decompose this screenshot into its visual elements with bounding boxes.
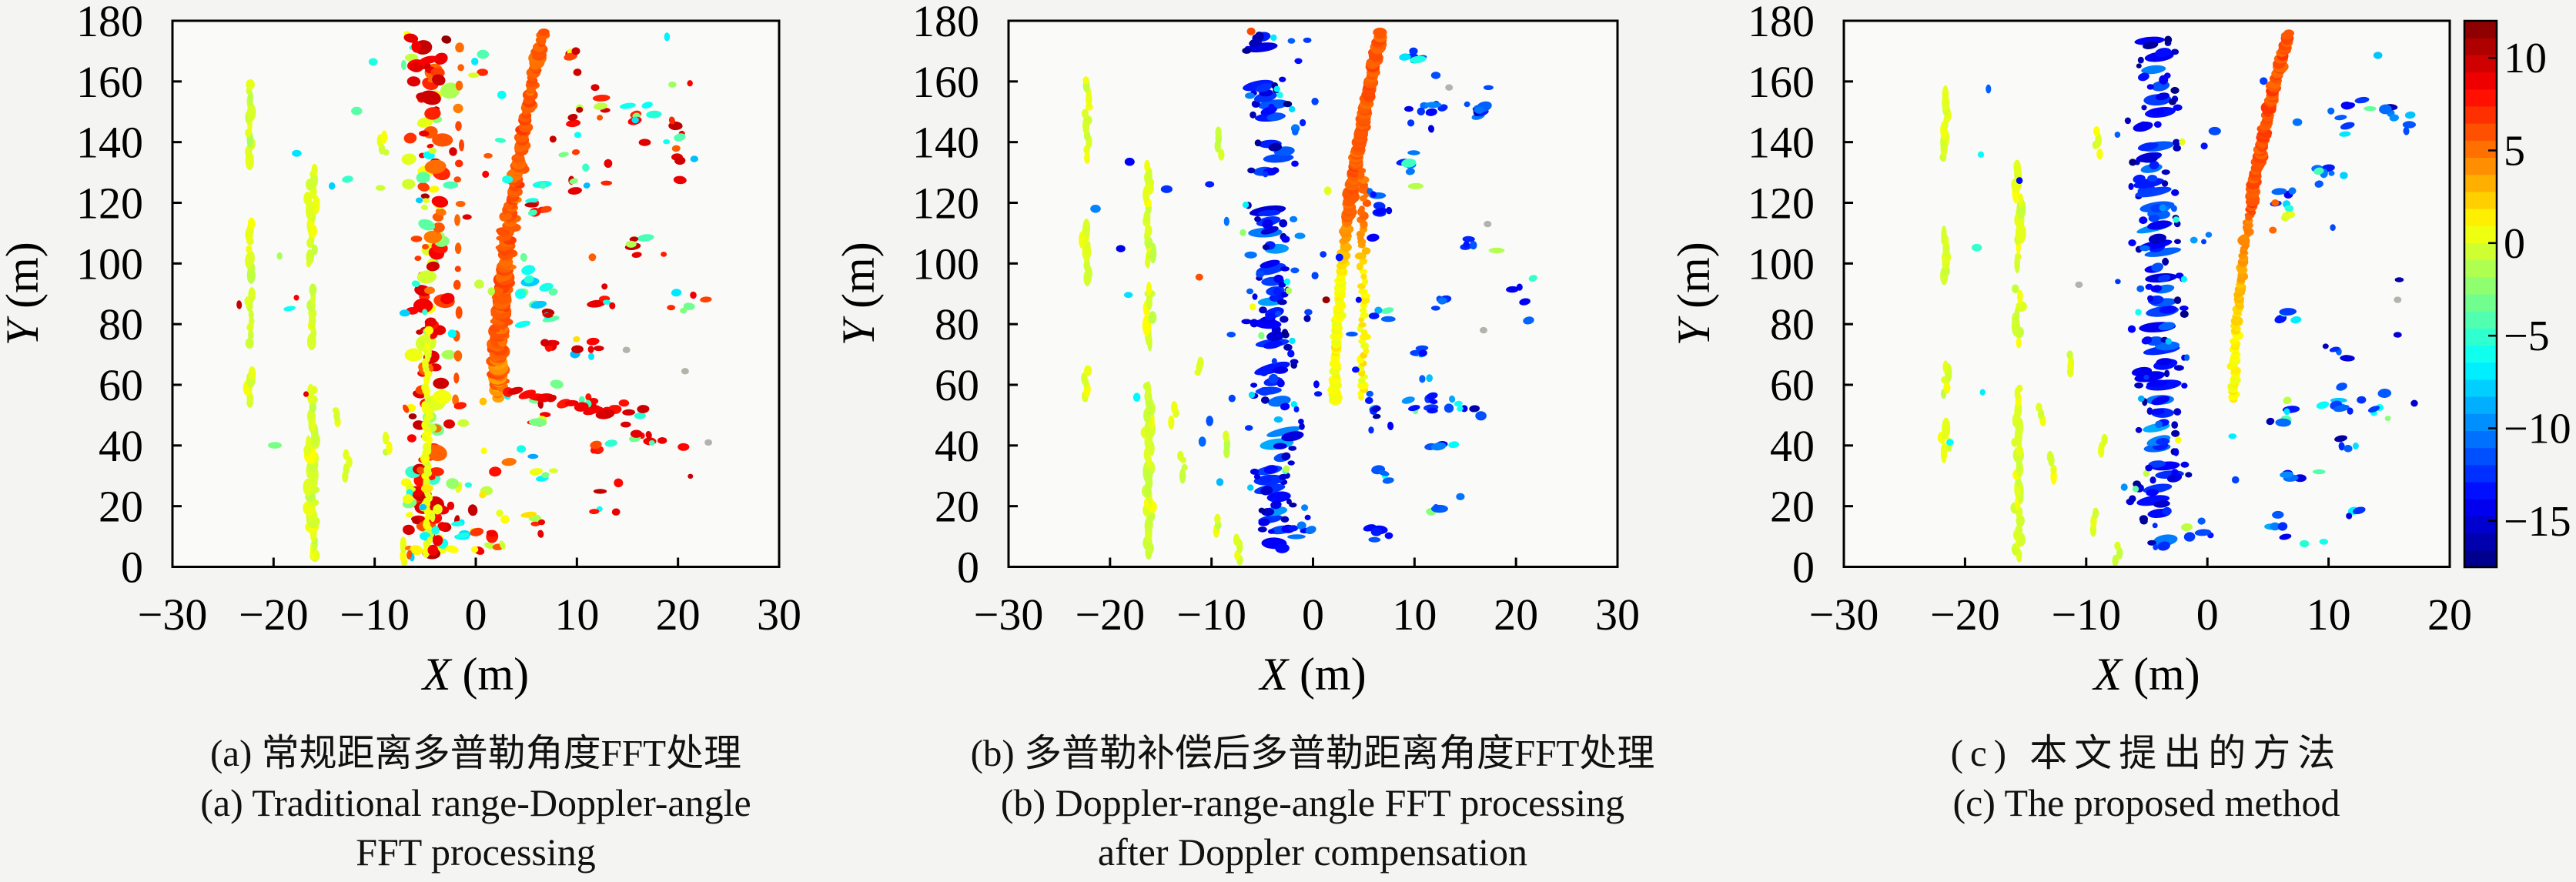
caption-b-english-2: after Doppler compensation	[1097, 830, 1528, 874]
svg-text:180: 180	[1748, 0, 1815, 46]
svg-text:30: 30	[1595, 590, 1640, 640]
caption-b-english-1: (b) Doppler-range-angle FFT processing	[1000, 781, 1625, 824]
svg-text:180: 180	[912, 0, 979, 46]
svg-text:0: 0	[957, 543, 979, 593]
svg-text:−20: −20	[1075, 590, 1145, 640]
svg-text:100: 100	[76, 239, 143, 289]
colorbar-ticks	[2488, 56, 2497, 523]
y-tick-labels: 0 20 40 60 80 100 120 140 160 180	[76, 0, 143, 593]
svg-text:20: 20	[2427, 590, 2472, 640]
x-tick-labels: −30 −20 −10 0 10 20 30	[138, 590, 801, 640]
svg-text:0: 0	[465, 590, 487, 640]
scatter-plot-c: −30 −20 −10 0 10 20 0 20 40 60 80 100 120 140 160 180 X …	[1668, 0, 2472, 700]
caption-b-chinese: (b) 多普勒补偿后多普勒距离角度FFT处理	[970, 732, 1655, 774]
svg-text:−20: −20	[239, 590, 309, 640]
svg-text:160: 160	[912, 57, 979, 107]
scatter-plot-b: −30 −20 −10 0 10 20 30 0 20 40 60 80 100 120 140 160 180…	[833, 0, 1640, 700]
y-tick-labels: 0 20 40 60 80 100 120 140 160 180	[1748, 0, 1815, 593]
caption-a: (a) 常规距离多普勒角度FFT处理 (a) Traditional range…	[99, 729, 853, 877]
svg-text:0: 0	[2504, 220, 2525, 268]
svg-text:60: 60	[935, 360, 979, 410]
points-layer	[236, 28, 713, 566]
y-tick-labels: 0 20 40 60 80 100 120 140 160 180	[912, 0, 979, 593]
svg-text:5: 5	[2504, 127, 2525, 175]
svg-text:10: 10	[2307, 590, 2351, 640]
svg-text:160: 160	[1748, 57, 1815, 107]
caption-a-english-1: (a) Traditional range-Doppler-angle	[200, 781, 751, 824]
svg-text:−10: −10	[2051, 590, 2121, 640]
svg-text:−20: −20	[1930, 590, 2000, 640]
svg-text:10: 10	[2504, 35, 2547, 82]
scatter-plot-a: −30 −20 −10 0 10 20 30 0 20 40 60 80 100 120 140 160 180…	[0, 0, 801, 700]
svg-text:80: 80	[1770, 299, 1815, 349]
svg-text:120: 120	[1748, 179, 1815, 229]
colorbar: 10 5 0 −5 −10 −15	[2463, 19, 2571, 569]
svg-text:40: 40	[935, 421, 979, 471]
x-axis-label: X (m)	[2092, 649, 2200, 700]
x-axis-label: X (m)	[1258, 649, 1366, 700]
x-axis-label: X (m)	[421, 649, 529, 700]
svg-text:30: 30	[757, 590, 801, 640]
x-tick-labels: −30 −20 −10 0 10 20	[1809, 590, 2472, 640]
svg-text:160: 160	[76, 57, 143, 107]
svg-text:−5: −5	[2504, 312, 2550, 360]
svg-text:0: 0	[2196, 590, 2219, 640]
svg-text:20: 20	[99, 482, 143, 532]
svg-text:140: 140	[76, 118, 143, 168]
svg-text:−10: −10	[1176, 590, 1246, 640]
caption-b: (b) 多普勒补偿后多普勒距离角度FFT处理 (b) Doppler-range…	[935, 729, 1690, 877]
svg-text:60: 60	[99, 360, 143, 410]
caption-c: (c) 本文提出的方法 (c) The proposed method	[1769, 729, 2524, 827]
svg-text:20: 20	[1770, 482, 1815, 532]
svg-text:140: 140	[1748, 118, 1815, 168]
svg-text:0: 0	[1792, 543, 1815, 593]
svg-text:60: 60	[1770, 360, 1815, 410]
svg-text:120: 120	[912, 179, 979, 229]
svg-text:−30: −30	[138, 590, 208, 640]
svg-text:−15: −15	[2504, 498, 2571, 546]
svg-text:20: 20	[935, 482, 979, 532]
svg-text:140: 140	[912, 118, 979, 168]
caption-a-english-2: FFT processing	[356, 830, 596, 874]
caption-c-english-1: (c) The proposed method	[1952, 781, 2340, 824]
x-tick-labels: −30 −20 −10 0 10 20 30	[974, 590, 1640, 640]
svg-text:100: 100	[1748, 239, 1815, 289]
svg-text:80: 80	[935, 299, 979, 349]
svg-text:−30: −30	[1809, 590, 1879, 640]
svg-text:100: 100	[912, 239, 979, 289]
svg-text:40: 40	[1770, 421, 1815, 471]
svg-text:20: 20	[656, 590, 701, 640]
svg-text:0: 0	[1302, 590, 1324, 640]
points-layer	[1937, 29, 2418, 567]
colorbar-tick-labels: 10 5 0 −5 −10 −15	[2504, 35, 2571, 546]
caption-a-chinese: (a) 常规距离多普勒角度FFT处理	[209, 732, 742, 774]
y-axis-label: Y (m)	[833, 242, 884, 346]
svg-text:40: 40	[99, 421, 143, 471]
svg-text:−10: −10	[340, 590, 410, 640]
points-layer	[1079, 27, 1537, 566]
svg-text:10: 10	[1392, 590, 1437, 640]
svg-text:180: 180	[76, 0, 143, 46]
svg-text:80: 80	[99, 299, 143, 349]
svg-text:−10: −10	[2504, 405, 2571, 453]
svg-text:−30: −30	[974, 590, 1044, 640]
caption-c-chinese: (c) 本文提出的方法	[1950, 732, 2343, 774]
svg-text:10: 10	[554, 590, 599, 640]
svg-text:120: 120	[76, 179, 143, 229]
y-axis-label: Y (m)	[1668, 242, 1719, 346]
y-axis-label: Y (m)	[0, 242, 48, 346]
svg-text:0: 0	[121, 543, 143, 593]
svg-text:20: 20	[1494, 590, 1538, 640]
